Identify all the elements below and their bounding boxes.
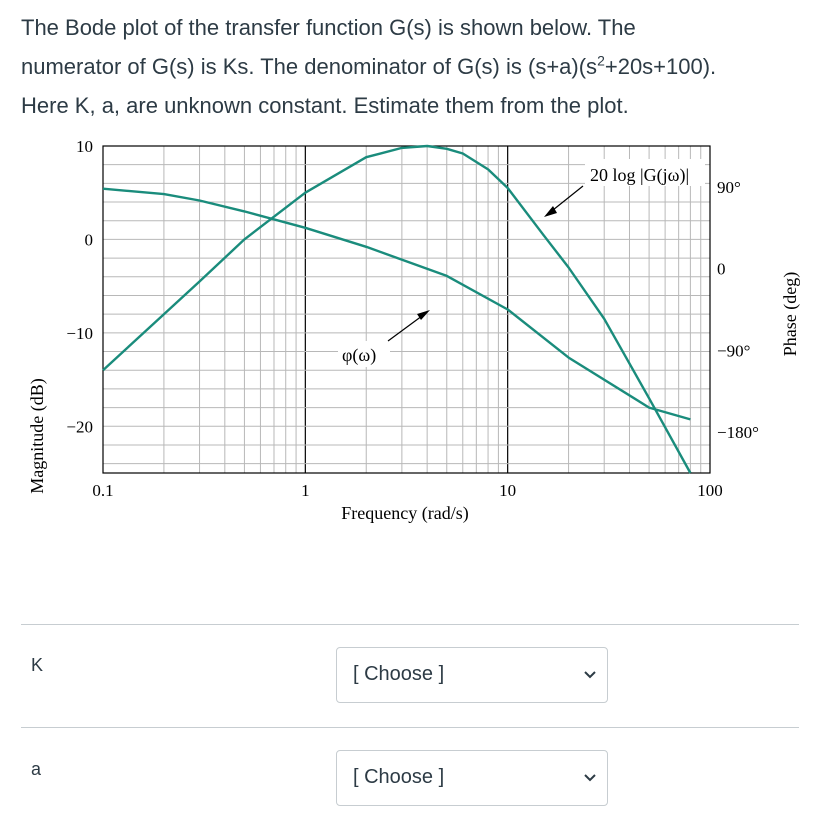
- y-tick-label: 0: [85, 230, 94, 249]
- phase-arrowhead: [417, 310, 430, 320]
- y2-tick-label: 90°: [717, 178, 741, 197]
- divider-2: [21, 727, 799, 728]
- y-tick-label: 10: [76, 137, 93, 156]
- y2-tick-bg: [714, 256, 762, 279]
- question-line-2-a: numerator of G(s) is Ks. The denominator…: [21, 54, 598, 79]
- grid: [103, 146, 710, 473]
- k-select-value: [ Choose ]: [353, 663, 445, 685]
- magnitude-label-bg: [585, 159, 705, 186]
- chevron-down-icon: [584, 774, 596, 782]
- phase-curve: [102, 187, 691, 421]
- x-tick-label: 0.1: [92, 481, 113, 500]
- x-tick-label: 10: [499, 481, 516, 500]
- y2-tick-label: 0: [717, 260, 726, 279]
- magnitude-curve: [102, 144, 692, 474]
- plot-frame: [102, 145, 711, 474]
- y2-tick-label: −180°: [717, 423, 759, 442]
- phase-label-bg: [338, 341, 390, 367]
- y2-axis-label: Phase (deg): [780, 272, 801, 356]
- answer-label-k: K: [31, 655, 44, 675]
- x-tick-label: 100: [697, 481, 723, 500]
- a-select[interactable]: [ Choose ]: [336, 750, 608, 806]
- magnitude-arrowhead: [544, 206, 557, 217]
- x-tick-label: 1: [301, 481, 310, 500]
- question-exponent: 2: [597, 52, 605, 69]
- question-line-1: The Bode plot of the transfer function G…: [21, 15, 636, 40]
- y-tick-label: −20: [66, 417, 93, 436]
- divider-1: [21, 624, 799, 625]
- question-line-2: numerator of G(s) is Ks. The denominator…: [21, 47, 791, 86]
- question-line-2-b: +20s+100).: [604, 54, 717, 79]
- curves: [102, 144, 692, 474]
- k-select[interactable]: [ Choose ]: [336, 647, 608, 703]
- answer-label-a: a: [31, 759, 42, 779]
- question-line-3: Here K, a, are unknown constant. Estimat…: [21, 93, 629, 118]
- magnitude-annotation: 20 log |G(jω)|: [590, 165, 689, 186]
- y2-tick-bg: [714, 420, 762, 443]
- question-text: The Bode plot of the transfer function G…: [21, 8, 791, 125]
- y2-tick-label: −90°: [717, 341, 750, 360]
- y2-tick-bg: [714, 174, 762, 197]
- phase-annotation: φ(ω): [342, 345, 376, 366]
- y-axis-label: Magnitude (dB): [27, 378, 48, 493]
- a-select-value: [ Choose ]: [353, 766, 445, 788]
- chevron-down-icon: [584, 671, 596, 679]
- y-tick-label: −10: [66, 324, 93, 343]
- x-axis-label: Frequency (rad/s): [341, 503, 468, 524]
- y2-tick-bg: [714, 338, 762, 361]
